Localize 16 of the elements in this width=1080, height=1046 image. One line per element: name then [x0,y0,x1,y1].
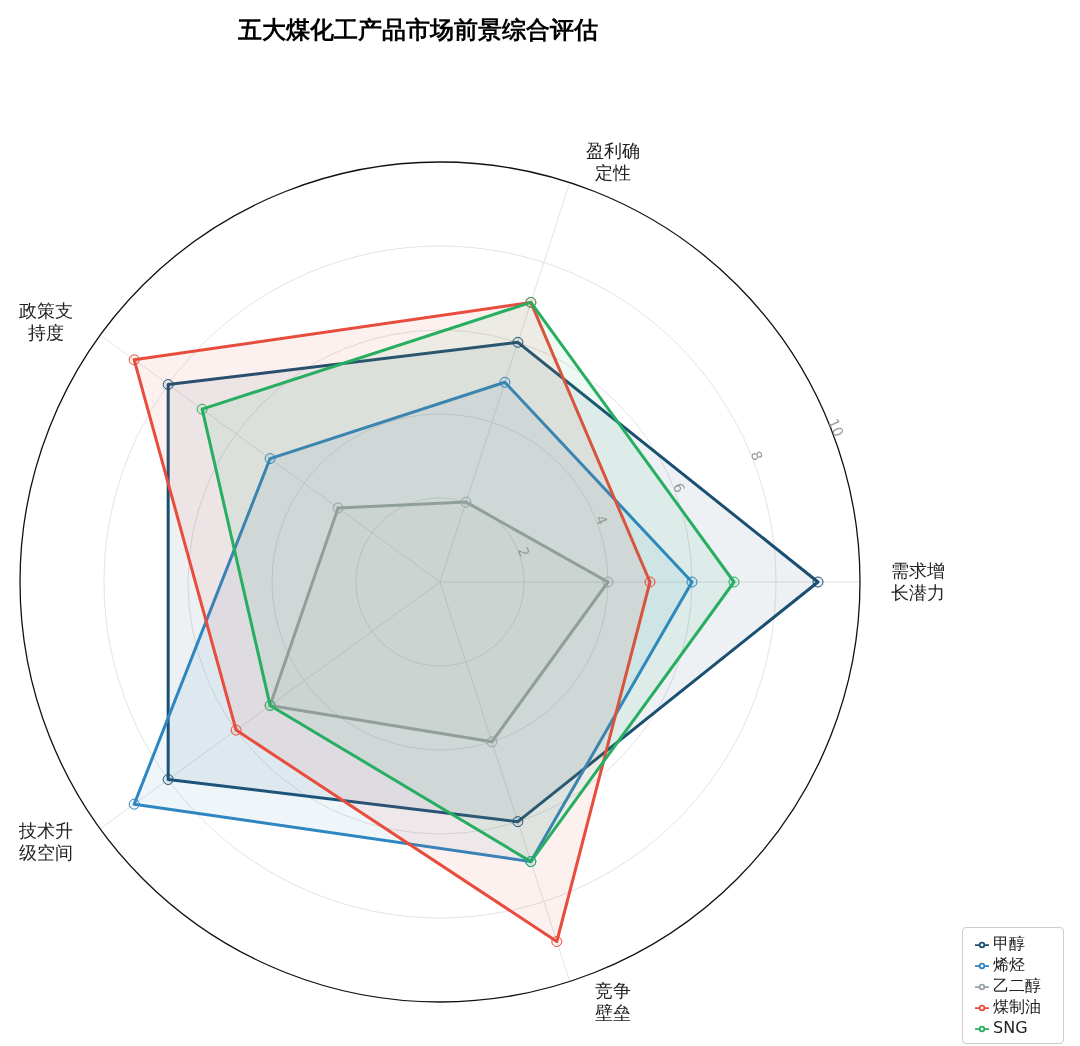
legend-label: 乙二醇 [993,976,1041,995]
y-tick-label: 10 [825,416,847,439]
y-tick-label: 8 [747,448,766,463]
chart-title: 五大煤化工产品市场前景综合评估 [237,15,599,46]
y-tick-label: 6 [670,480,689,496]
y-tick-label: 2 [514,544,534,560]
legend-label: 甲醇 [993,934,1025,953]
spoke-label: 政策支持度 [19,300,74,344]
legend-label: 煤制油 [993,997,1041,1016]
spoke-label: 需求增长潜力 [891,560,945,603]
spoke-label: 竞争壁垒 [594,980,631,1024]
legend-label: 烯烃 [993,955,1025,974]
spoke-label: 盈利确定性 [585,139,640,183]
legend-label: SNG [993,1018,1028,1037]
y-tick-label: 4 [592,512,611,528]
spoke-label: 技术升级空间 [18,819,74,863]
